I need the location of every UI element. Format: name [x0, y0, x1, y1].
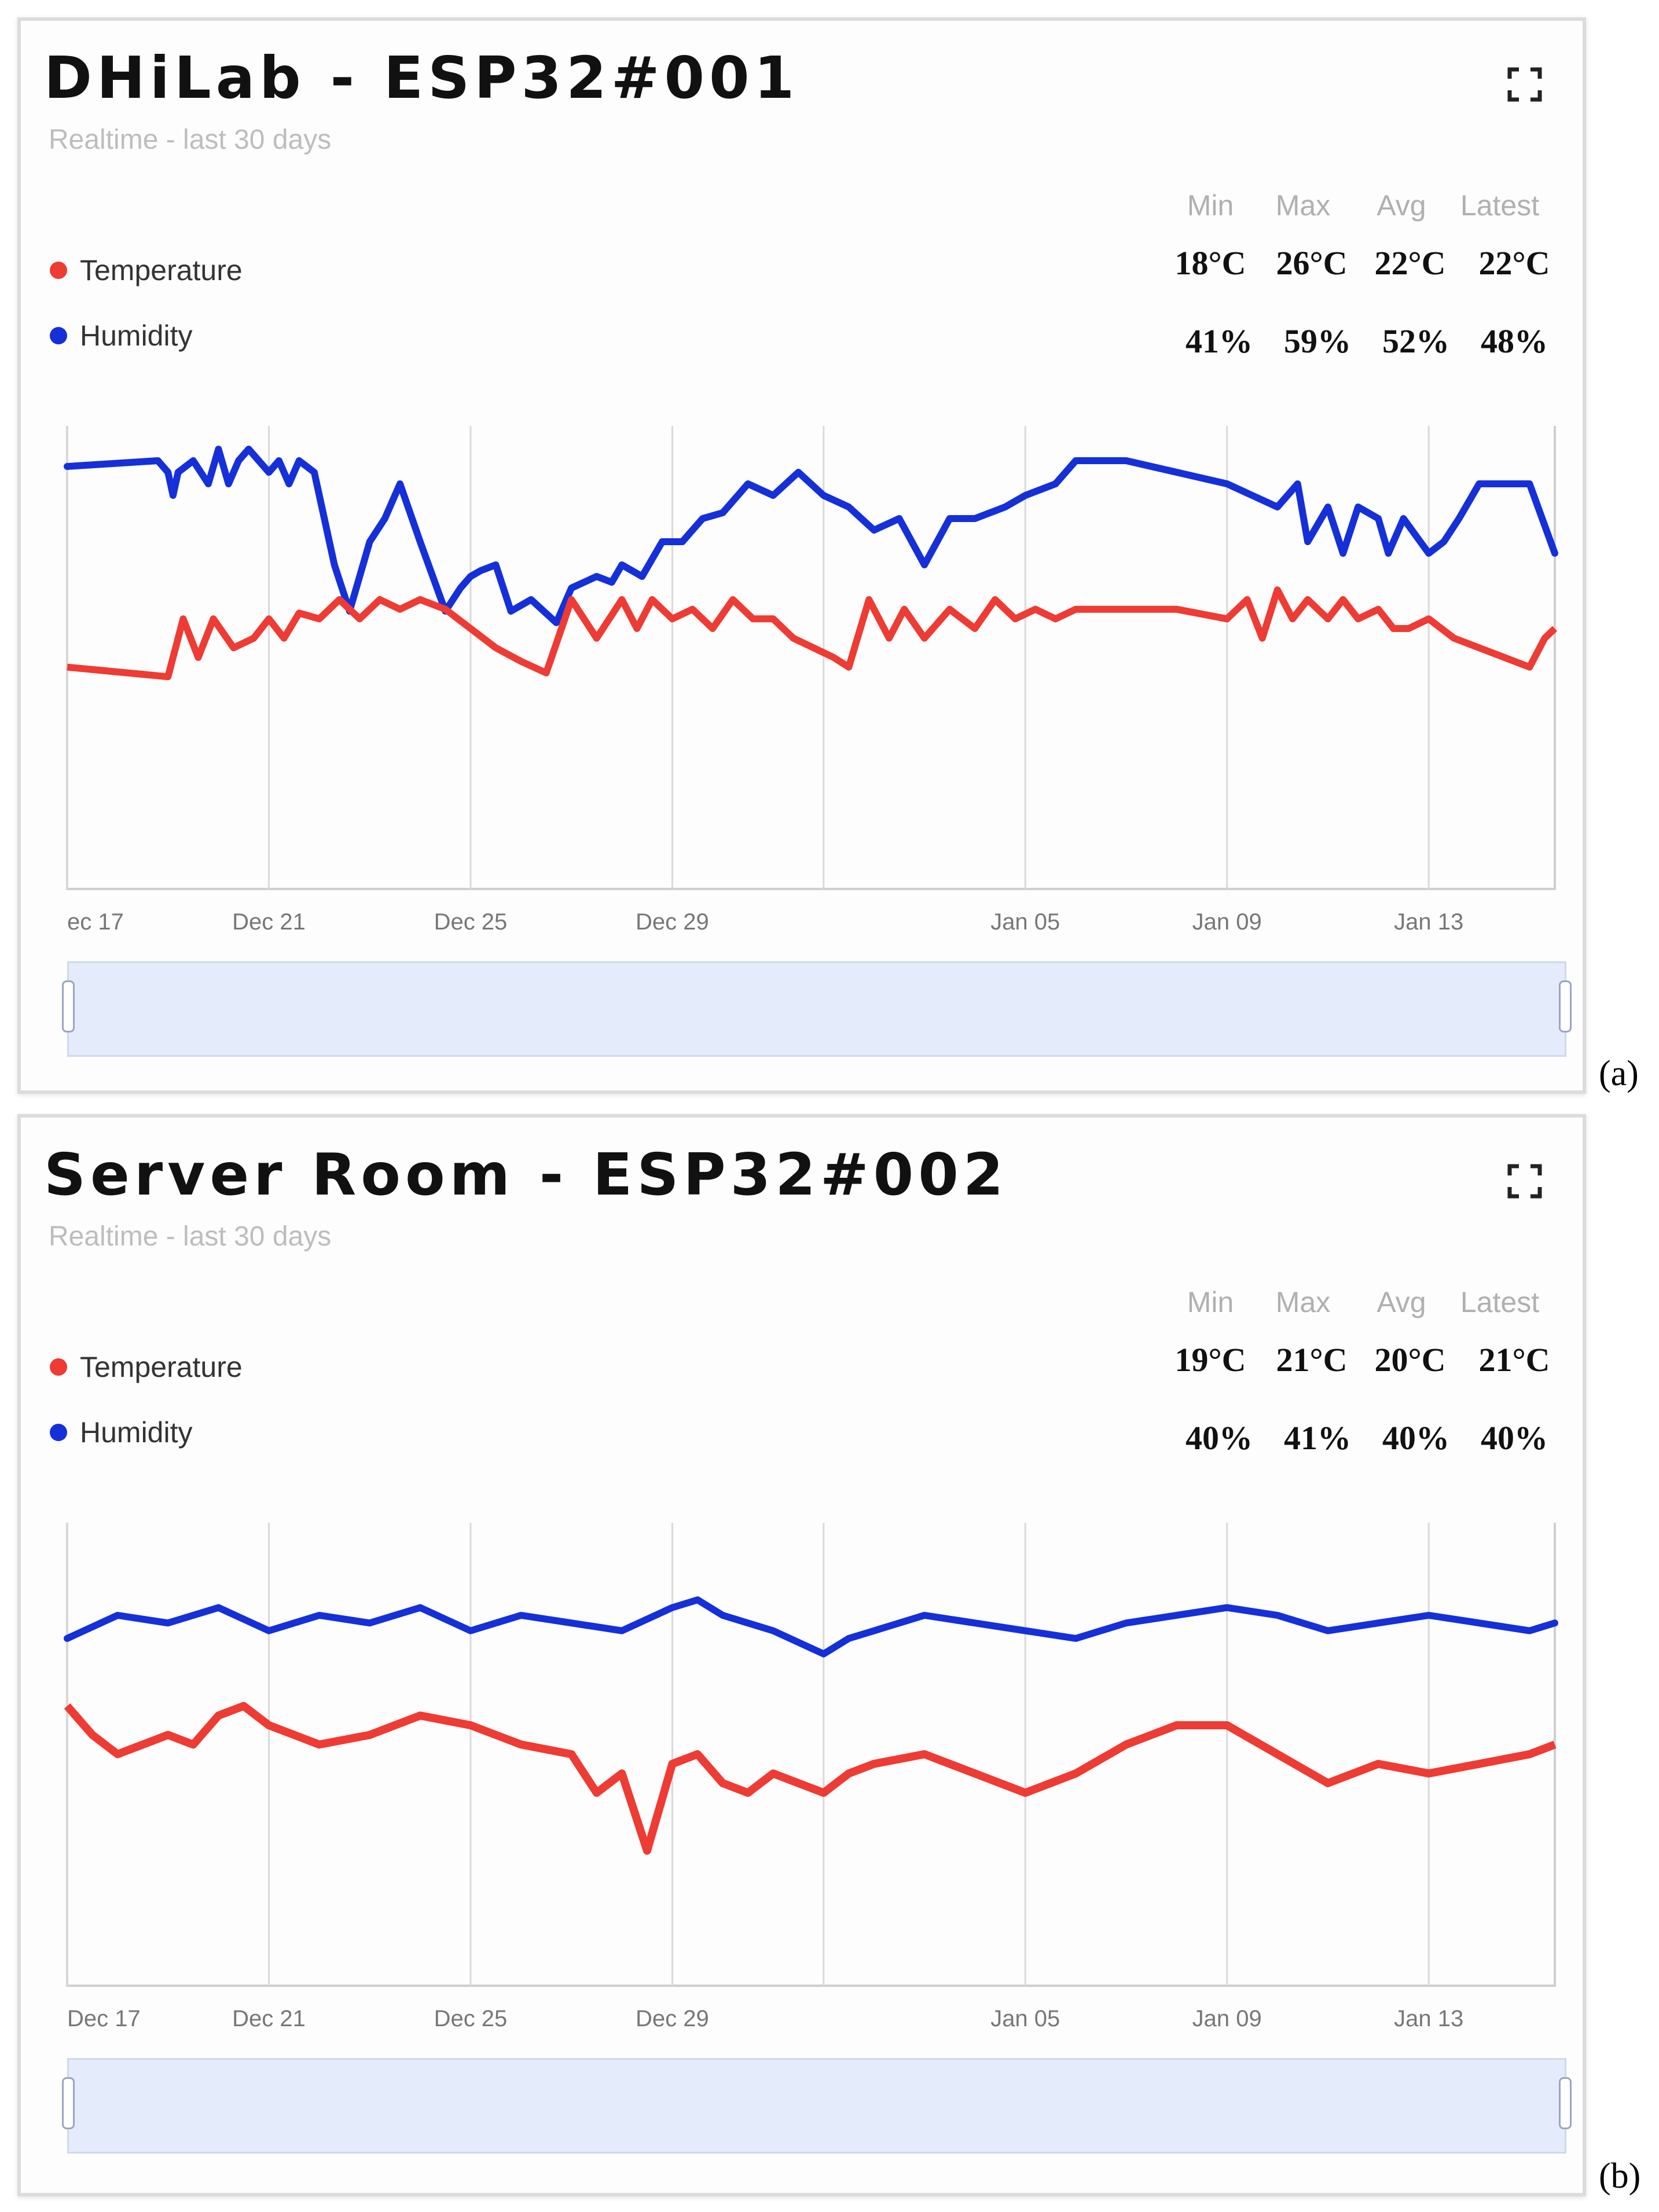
legend-label: Temperature [80, 254, 243, 286]
temperature-dot-icon [50, 1358, 67, 1376]
line-chart[interactable]: Dec 17 Dec 21 Dec 25 Dec 29 Jan 05 Jan 09 Jan … [56, 1500, 1572, 2032]
x-tick-label: Jan 09 [1192, 2006, 1262, 2031]
sensor-panel-a: DHiLab - ESP32#001 Realtime - last 30 da… [17, 17, 1586, 1094]
navigator-left-handle[interactable] [62, 2077, 75, 2129]
sensor-panel-b: Server Room - ESP32#002 Realtime - last … [17, 1114, 1586, 2196]
x-tick-label: Jan 05 [990, 2006, 1060, 2031]
legend-humidity[interactable]: Humidity [50, 319, 192, 352]
series-line-humidity[interactable] [64, 1596, 1558, 1658]
panel-title: Server Room - ESP32#002 [44, 1141, 1008, 1208]
legend-label: Humidity [80, 319, 193, 352]
stat-header-avg: Avg [1377, 189, 1426, 222]
humidity-latest: 48% [1481, 322, 1548, 360]
temperature-latest: 21°C [1478, 1341, 1550, 1379]
x-tick-label: Dec 25 [434, 2006, 508, 2031]
stat-header-min: Min [1187, 1286, 1234, 1318]
stat-header-min: Min [1187, 189, 1234, 222]
x-tick-label: Dec 21 [232, 2006, 306, 2031]
x-tick-label: Dec 29 [636, 909, 709, 935]
x-tick-label: ec 17 [67, 909, 124, 935]
plot-frame [66, 426, 1556, 890]
humidity-avg: 52% [1382, 322, 1449, 360]
humidity-dot-icon [50, 327, 67, 344]
humidity-min: 40% [1185, 1419, 1253, 1457]
stat-header-latest: Latest [1460, 1286, 1540, 1318]
range-navigator[interactable] [62, 2058, 1572, 2154]
x-tick-label: Dec 17 [67, 2006, 141, 2031]
navigator-right-handle[interactable] [1559, 2077, 1572, 2129]
x-tick-label: Jan 13 [1394, 2006, 1463, 2031]
temperature-latest: 22°C [1478, 244, 1550, 282]
series-line-humidity[interactable] [64, 446, 1558, 626]
x-tick-label: Jan 13 [1394, 909, 1463, 935]
humidity-min: 41% [1185, 322, 1253, 360]
x-tick-label: Dec 25 [434, 909, 508, 935]
stat-header-avg: Avg [1377, 1286, 1426, 1318]
fullscreen-icon[interactable] [1507, 1164, 1542, 1199]
panel-title: DHiLab - ESP32#001 [44, 44, 799, 112]
range-navigator[interactable] [62, 961, 1572, 1057]
panel-subtitle: Realtime - last 30 days [49, 1221, 332, 1252]
legend-humidity[interactable]: Humidity [50, 1416, 192, 1449]
x-tick-label: Dec 21 [232, 909, 306, 935]
plot-frame [66, 1523, 1556, 1987]
navigator-left-handle[interactable] [62, 980, 75, 1032]
temperature-avg: 22°C [1374, 244, 1446, 282]
panel-label-b: (b) [1599, 2156, 1641, 2196]
stat-header-max: Max [1275, 189, 1331, 222]
temperature-min: 18°C [1174, 244, 1246, 282]
series-line-temperature[interactable] [64, 1702, 1557, 1855]
navigator-right-handle[interactable] [1559, 980, 1572, 1032]
legend-label: Temperature [80, 1351, 243, 1383]
humidity-max: 41% [1284, 1419, 1351, 1457]
humidity-max: 59% [1284, 322, 1351, 360]
stat-header-latest: Latest [1460, 189, 1540, 222]
legend-label: Humidity [80, 1416, 193, 1449]
legend-temperature[interactable]: Temperature [50, 253, 243, 287]
temperature-max: 21°C [1276, 1341, 1348, 1379]
humidity-avg: 40% [1382, 1419, 1449, 1457]
line-chart[interactable]: ec 17 Dec 21 Dec 25 Dec 29 Jan 05 Jan 09 Jan 1… [56, 403, 1572, 935]
series-line-temperature[interactable] [67, 586, 1558, 681]
x-tick-label: Jan 05 [990, 909, 1060, 935]
humidity-latest: 40% [1481, 1419, 1548, 1457]
temperature-max: 26°C [1276, 244, 1348, 282]
fullscreen-icon[interactable] [1507, 67, 1542, 102]
temperature-min: 19°C [1174, 1341, 1246, 1379]
stat-header-max: Max [1275, 1286, 1331, 1318]
temperature-dot-icon [50, 262, 67, 279]
panel-subtitle: Realtime - last 30 days [49, 124, 332, 155]
legend-temperature[interactable]: Temperature [50, 1350, 243, 1384]
humidity-dot-icon [50, 1424, 67, 1441]
x-tick-label: Jan 09 [1192, 909, 1262, 935]
temperature-avg: 20°C [1374, 1341, 1446, 1379]
panel-label-a: (a) [1599, 1054, 1639, 1093]
x-tick-label: Dec 29 [636, 2006, 709, 2031]
